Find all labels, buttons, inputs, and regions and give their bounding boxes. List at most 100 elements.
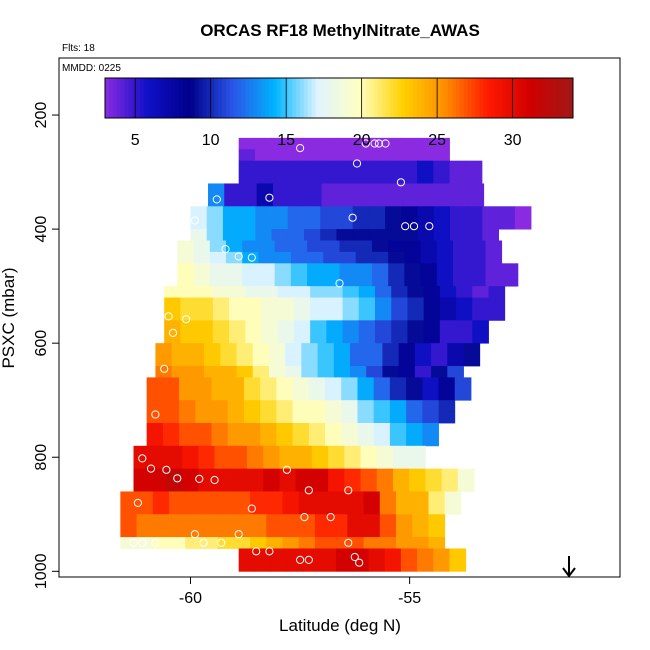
heatmap-cell (308, 377, 326, 390)
colorbar-segment (522, 78, 527, 118)
heatmap-cell (335, 137, 353, 150)
heatmap-cell (407, 331, 425, 344)
heatmap-cell (328, 468, 345, 481)
heatmap-cell (279, 480, 297, 492)
heatmap-cell (325, 411, 342, 424)
colorbar-segment (179, 78, 184, 118)
heatmap-cell (195, 377, 212, 390)
heatmap-cell (352, 548, 369, 561)
heatmap-cell (292, 400, 310, 413)
data-point (212, 195, 221, 204)
heatmap-cell (204, 365, 221, 378)
heatmap-cell (146, 388, 164, 401)
heatmap-cell (293, 331, 311, 344)
colorbar-segment (186, 78, 192, 118)
heatmap-cell (350, 354, 367, 367)
heatmap-cell (319, 160, 337, 173)
heatmap-cell (295, 480, 313, 492)
heatmap-cell (254, 149, 272, 162)
heatmap-cell (193, 251, 211, 264)
heatmap-cell (287, 229, 305, 241)
heatmap-cell (371, 251, 389, 264)
heatmap-cell (333, 343, 351, 355)
heatmap-cell (250, 514, 267, 527)
heatmap-cell (363, 491, 381, 504)
data-point (129, 538, 138, 547)
heatmap-cell (358, 308, 376, 321)
heatmap-cell (149, 445, 167, 458)
heatmap-cell (254, 137, 272, 150)
heatmap-cell (469, 240, 486, 253)
heatmap-cell (212, 286, 230, 298)
heatmap-cell (201, 514, 219, 527)
heatmap-cell (247, 468, 264, 481)
heatmap-cell (366, 365, 383, 378)
heatmap-cell (469, 263, 486, 276)
colorbar-segment (225, 78, 231, 118)
heatmap-cell (187, 343, 205, 355)
heatmap-cell (485, 263, 503, 276)
heatmap-cell (287, 137, 304, 150)
heatmap-cell (155, 354, 173, 367)
heatmap-cell (368, 149, 386, 162)
heatmap-cell (242, 240, 259, 253)
heatmap-cell (336, 229, 354, 241)
heatmap-cell (417, 149, 434, 162)
heatmap-cell (201, 525, 219, 538)
colorbar-segment (405, 78, 410, 118)
heatmap-cell (472, 331, 489, 344)
heatmap-cell (341, 377, 358, 390)
y-tick-label: 200 (33, 102, 50, 129)
colorbar-segment (335, 78, 340, 118)
heatmap-cell (261, 297, 279, 310)
data-point (304, 486, 313, 495)
heatmap-cell (255, 206, 272, 219)
heatmap-cell (350, 365, 367, 378)
heatmap-cell (187, 365, 205, 378)
heatmap-cell (164, 331, 181, 344)
heatmap-cell (220, 354, 237, 367)
colorbar-segment (541, 78, 547, 118)
data-point (195, 474, 204, 483)
heatmap-cell (287, 559, 304, 572)
heatmap-cell (268, 354, 286, 367)
heatmap-cell (453, 240, 470, 253)
heatmap-cell (227, 388, 245, 401)
heatmap-cell (404, 263, 421, 276)
colorbar-segment (249, 78, 254, 118)
heatmap-cell (498, 206, 516, 219)
heatmap-cell (292, 423, 310, 435)
heatmap-cell (358, 320, 376, 333)
heatmap-cell (263, 457, 280, 470)
heatmap-cell (384, 172, 402, 184)
heatmap-cell (258, 240, 276, 253)
heatmap-cell (217, 514, 235, 527)
colorbar-segment (471, 78, 476, 118)
heatmap-cell (423, 286, 441, 298)
heatmap-cell (423, 297, 441, 310)
heatmap-cell (233, 537, 251, 549)
heatmap-cell (389, 434, 407, 447)
heatmap-cell (396, 514, 413, 527)
colorbar-segment (553, 78, 558, 118)
colorbar-segment (159, 78, 164, 118)
heatmap-cell (321, 183, 339, 196)
heatmap-cell (271, 137, 288, 150)
colorbar-segment (448, 78, 453, 118)
heatmap-cell (428, 537, 446, 549)
heatmap-cell (307, 274, 324, 287)
heatmap-cell (198, 480, 215, 492)
data-point (265, 547, 274, 556)
heatmap-cell (247, 457, 264, 470)
heatmap-cell (469, 274, 486, 287)
heatmap-cell (382, 354, 400, 367)
heatmap-cell (212, 320, 230, 333)
heatmap-cell (120, 514, 137, 527)
heatmap-cell (162, 411, 180, 424)
heatmap-cell (185, 537, 202, 549)
colorbar-segment (140, 78, 145, 118)
heatmap-cell (355, 263, 373, 276)
heatmap-cell (238, 137, 256, 150)
heatmap-cell (314, 525, 332, 538)
heatmap-cell (311, 457, 329, 470)
